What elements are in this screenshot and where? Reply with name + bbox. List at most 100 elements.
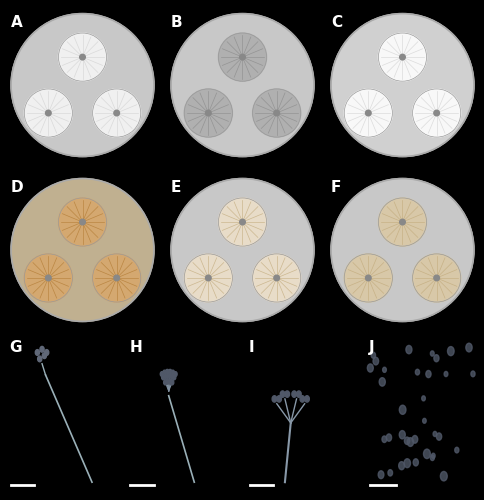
Circle shape (40, 346, 44, 352)
Text: G: G (10, 340, 22, 354)
Circle shape (166, 379, 169, 384)
Text: B: B (171, 15, 182, 30)
Circle shape (252, 89, 300, 137)
Circle shape (58, 198, 106, 246)
Text: C: C (331, 15, 341, 30)
Circle shape (172, 375, 175, 380)
Text: I: I (248, 340, 254, 354)
Circle shape (412, 89, 460, 137)
Circle shape (470, 371, 474, 377)
Circle shape (252, 254, 300, 302)
Circle shape (239, 54, 245, 60)
Circle shape (163, 370, 166, 375)
Circle shape (412, 459, 418, 466)
Circle shape (79, 219, 85, 225)
Circle shape (114, 275, 119, 281)
Circle shape (166, 373, 169, 378)
Circle shape (447, 346, 453, 356)
Circle shape (365, 110, 370, 116)
Circle shape (399, 219, 405, 225)
Circle shape (344, 89, 392, 137)
Text: J: J (368, 340, 374, 354)
Circle shape (171, 14, 313, 156)
Circle shape (168, 370, 171, 374)
Circle shape (331, 14, 473, 156)
Circle shape (276, 396, 281, 402)
Circle shape (184, 89, 232, 137)
Circle shape (378, 471, 383, 478)
Circle shape (58, 33, 106, 81)
Circle shape (168, 373, 171, 378)
Circle shape (291, 391, 296, 398)
Circle shape (422, 418, 425, 424)
Circle shape (398, 430, 405, 439)
Circle shape (184, 254, 232, 302)
Circle shape (11, 178, 153, 322)
Circle shape (366, 364, 373, 372)
Circle shape (171, 370, 174, 375)
Circle shape (296, 391, 301, 398)
Circle shape (45, 350, 49, 356)
Circle shape (170, 374, 173, 378)
Circle shape (421, 396, 424, 401)
Circle shape (45, 110, 51, 116)
Circle shape (465, 343, 471, 352)
Circle shape (169, 380, 172, 384)
Circle shape (423, 449, 429, 458)
Circle shape (331, 178, 473, 322)
Circle shape (218, 198, 266, 246)
Circle shape (439, 472, 446, 481)
Circle shape (92, 254, 140, 302)
Circle shape (239, 219, 245, 225)
Circle shape (433, 110, 439, 116)
Circle shape (165, 380, 168, 384)
Circle shape (414, 369, 419, 375)
Circle shape (167, 379, 171, 384)
Circle shape (284, 391, 289, 398)
Circle shape (403, 458, 409, 468)
Circle shape (35, 350, 39, 356)
Text: D: D (11, 180, 24, 195)
Circle shape (344, 254, 392, 302)
Circle shape (436, 433, 441, 440)
Circle shape (170, 380, 173, 385)
Circle shape (370, 352, 375, 358)
Circle shape (114, 110, 119, 116)
Circle shape (399, 54, 405, 60)
Circle shape (300, 396, 304, 402)
Circle shape (454, 447, 458, 453)
Circle shape (163, 380, 167, 385)
Circle shape (398, 462, 404, 469)
Circle shape (273, 110, 279, 116)
Circle shape (372, 357, 378, 365)
Circle shape (24, 254, 72, 302)
Circle shape (42, 353, 46, 358)
Circle shape (378, 378, 384, 386)
Circle shape (163, 374, 167, 378)
Circle shape (92, 89, 140, 137)
Circle shape (433, 354, 438, 362)
Circle shape (411, 436, 417, 443)
Circle shape (385, 434, 391, 441)
Circle shape (378, 33, 426, 81)
Text: A: A (11, 15, 23, 30)
Circle shape (431, 453, 434, 458)
Circle shape (433, 275, 439, 281)
Text: E: E (171, 180, 181, 195)
Circle shape (365, 275, 370, 281)
Circle shape (273, 275, 279, 281)
Circle shape (407, 438, 413, 446)
Circle shape (205, 275, 211, 281)
Circle shape (79, 54, 85, 60)
Circle shape (165, 370, 169, 374)
Text: H: H (129, 340, 142, 354)
Circle shape (173, 372, 177, 376)
Circle shape (38, 356, 42, 362)
Circle shape (11, 14, 153, 156)
Circle shape (429, 455, 434, 460)
Circle shape (272, 396, 276, 402)
Circle shape (171, 178, 313, 322)
Circle shape (412, 254, 460, 302)
Circle shape (405, 346, 411, 354)
Circle shape (205, 110, 211, 116)
